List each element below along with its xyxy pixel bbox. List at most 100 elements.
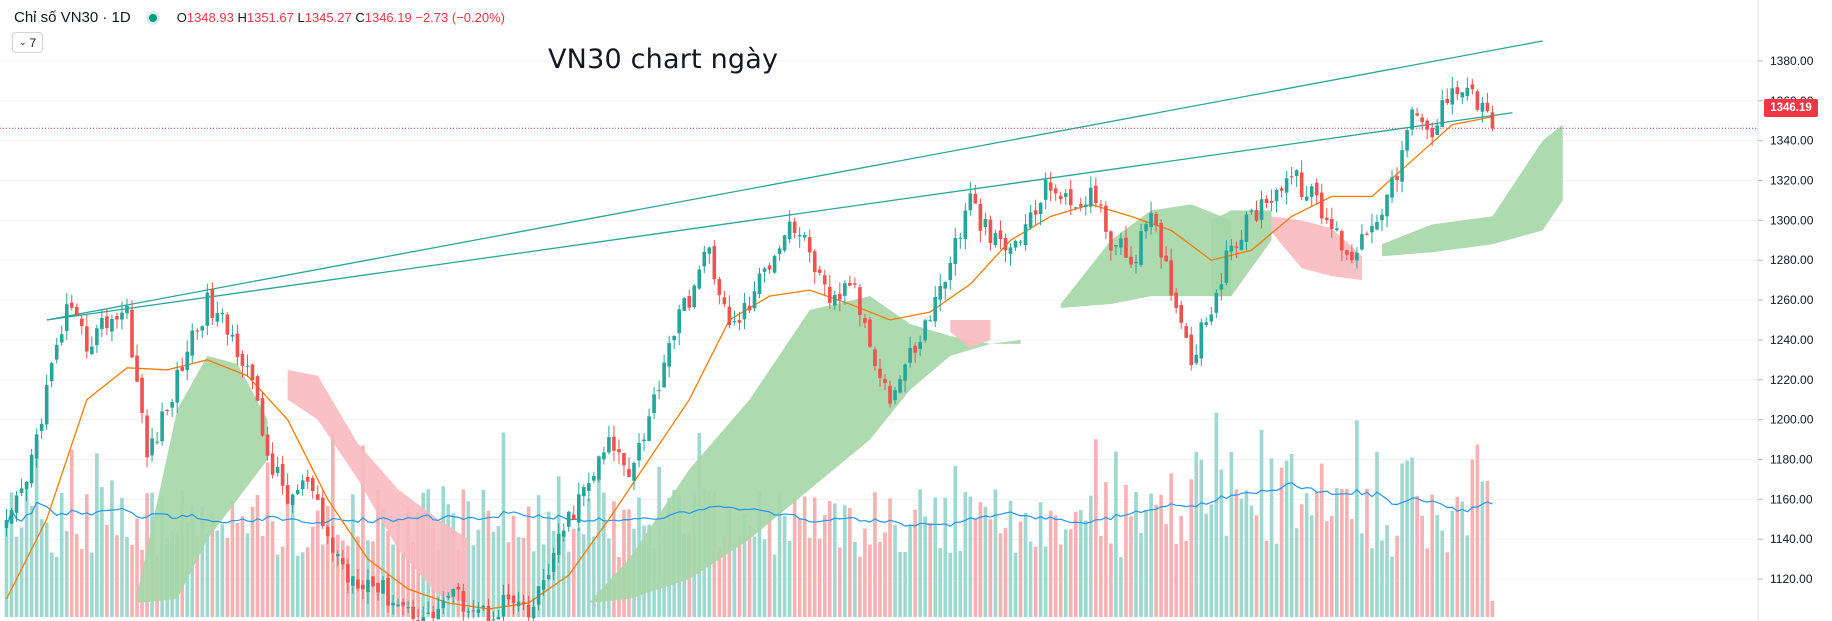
candle-body (1329, 219, 1334, 229)
candle-body (1078, 204, 1083, 207)
candle-body (1229, 245, 1234, 252)
candle-body (817, 269, 822, 273)
candle-body (576, 494, 581, 523)
candle-body (391, 602, 395, 606)
volume-bar (411, 541, 415, 617)
volume-bar (39, 519, 44, 617)
volume-bar (300, 552, 305, 617)
candle-body (1350, 252, 1354, 261)
volume-bar (978, 502, 983, 617)
candle-body (697, 269, 702, 289)
volume-bar (1450, 510, 1455, 617)
price-tick-label: 1200.00 (1770, 413, 1814, 427)
candle-body (968, 193, 973, 211)
high-value: 1351.67 (246, 10, 294, 25)
candle-body (853, 283, 857, 285)
candle-body (90, 346, 94, 355)
volume-bar (1475, 444, 1480, 617)
candle-body (215, 313, 220, 322)
volume-bar (1430, 494, 1434, 617)
volume-bar (1058, 544, 1063, 617)
volume-bar (1465, 535, 1470, 617)
volume-bar (993, 489, 998, 617)
candle-body (672, 335, 676, 341)
volume-bar (1340, 488, 1344, 617)
volume-bar (265, 462, 270, 617)
candle-body (1194, 354, 1199, 364)
ichimoku-cloud (137, 124, 1563, 603)
candle-body (637, 443, 641, 461)
candle-body (737, 320, 742, 323)
candle-body (787, 221, 792, 240)
candle-body (421, 617, 425, 621)
volume-bar (1043, 546, 1048, 617)
candle-body (100, 318, 104, 330)
candle-body (717, 279, 722, 295)
candle-body (486, 606, 491, 621)
chart-grid (0, 60, 1758, 580)
candle-body (541, 580, 546, 590)
candle-body (476, 609, 481, 613)
volume-bar (782, 515, 787, 617)
candle-body (1425, 120, 1429, 130)
volume-bar (1139, 532, 1143, 617)
candle-body (1460, 92, 1465, 98)
volume-bar (200, 506, 205, 617)
candle-body (140, 377, 144, 413)
candle-body (863, 318, 867, 324)
candle-body (582, 487, 586, 497)
volume-bar (767, 514, 772, 617)
volume-bar (501, 432, 506, 617)
volume-bar (612, 501, 616, 617)
volume-bar (592, 536, 596, 617)
candle-body (441, 600, 446, 608)
volume-bar (1480, 481, 1485, 617)
volume-bar (295, 555, 300, 617)
bearish-cloud (1271, 216, 1362, 281)
volume-bar (14, 536, 19, 617)
symbol-legend[interactable]: Chỉ số VN30 · 1D O1348.93 H1351.67 L1345… (14, 9, 505, 26)
candle-body (1314, 182, 1319, 196)
candle-body (1375, 222, 1379, 230)
volume-bar (516, 537, 521, 617)
high-label: H (237, 10, 247, 25)
candle-body (491, 619, 496, 621)
volume-bar (928, 522, 932, 617)
volume-bar (1204, 513, 1209, 617)
candle-body (170, 401, 174, 408)
volume-bar (125, 537, 129, 617)
candle-body (587, 483, 591, 491)
volume-bar (1189, 479, 1194, 617)
candle-body (597, 456, 601, 480)
volume-bar (1214, 412, 1219, 617)
candle-body (1445, 98, 1450, 103)
candle-body (913, 345, 917, 353)
volume-bar (1124, 484, 1128, 617)
volume-bar (245, 533, 250, 617)
volume-bar (1470, 459, 1475, 617)
candle-body (285, 485, 290, 504)
volume-bar (1380, 540, 1384, 617)
candle-body (1018, 241, 1023, 243)
volume-bar (315, 510, 320, 617)
candle-body (1214, 292, 1219, 313)
volume-bar (471, 545, 476, 617)
close-value: 1346.19 (364, 10, 412, 25)
volume-bar (843, 505, 847, 617)
candle-body (1249, 210, 1254, 212)
candle-body (928, 320, 932, 322)
candle-body (331, 537, 335, 553)
candle-body (1365, 233, 1369, 235)
candle-body (1465, 87, 1470, 96)
volume-bar (732, 543, 737, 617)
candle-body (617, 449, 621, 453)
candle-body (85, 326, 89, 352)
symbol-title[interactable]: Chỉ số VN30 · 1D (14, 9, 131, 26)
volume-bar (1269, 458, 1274, 617)
candle-body (883, 379, 887, 383)
price-axis-ticks[interactable]: 1380.001360.001340.001320.001300.001280.… (1758, 54, 1814, 586)
candle-body (963, 210, 968, 239)
bullish-cloud (1381, 124, 1563, 257)
indicators-toggle-button[interactable]: ⌄ 7 (12, 32, 44, 53)
